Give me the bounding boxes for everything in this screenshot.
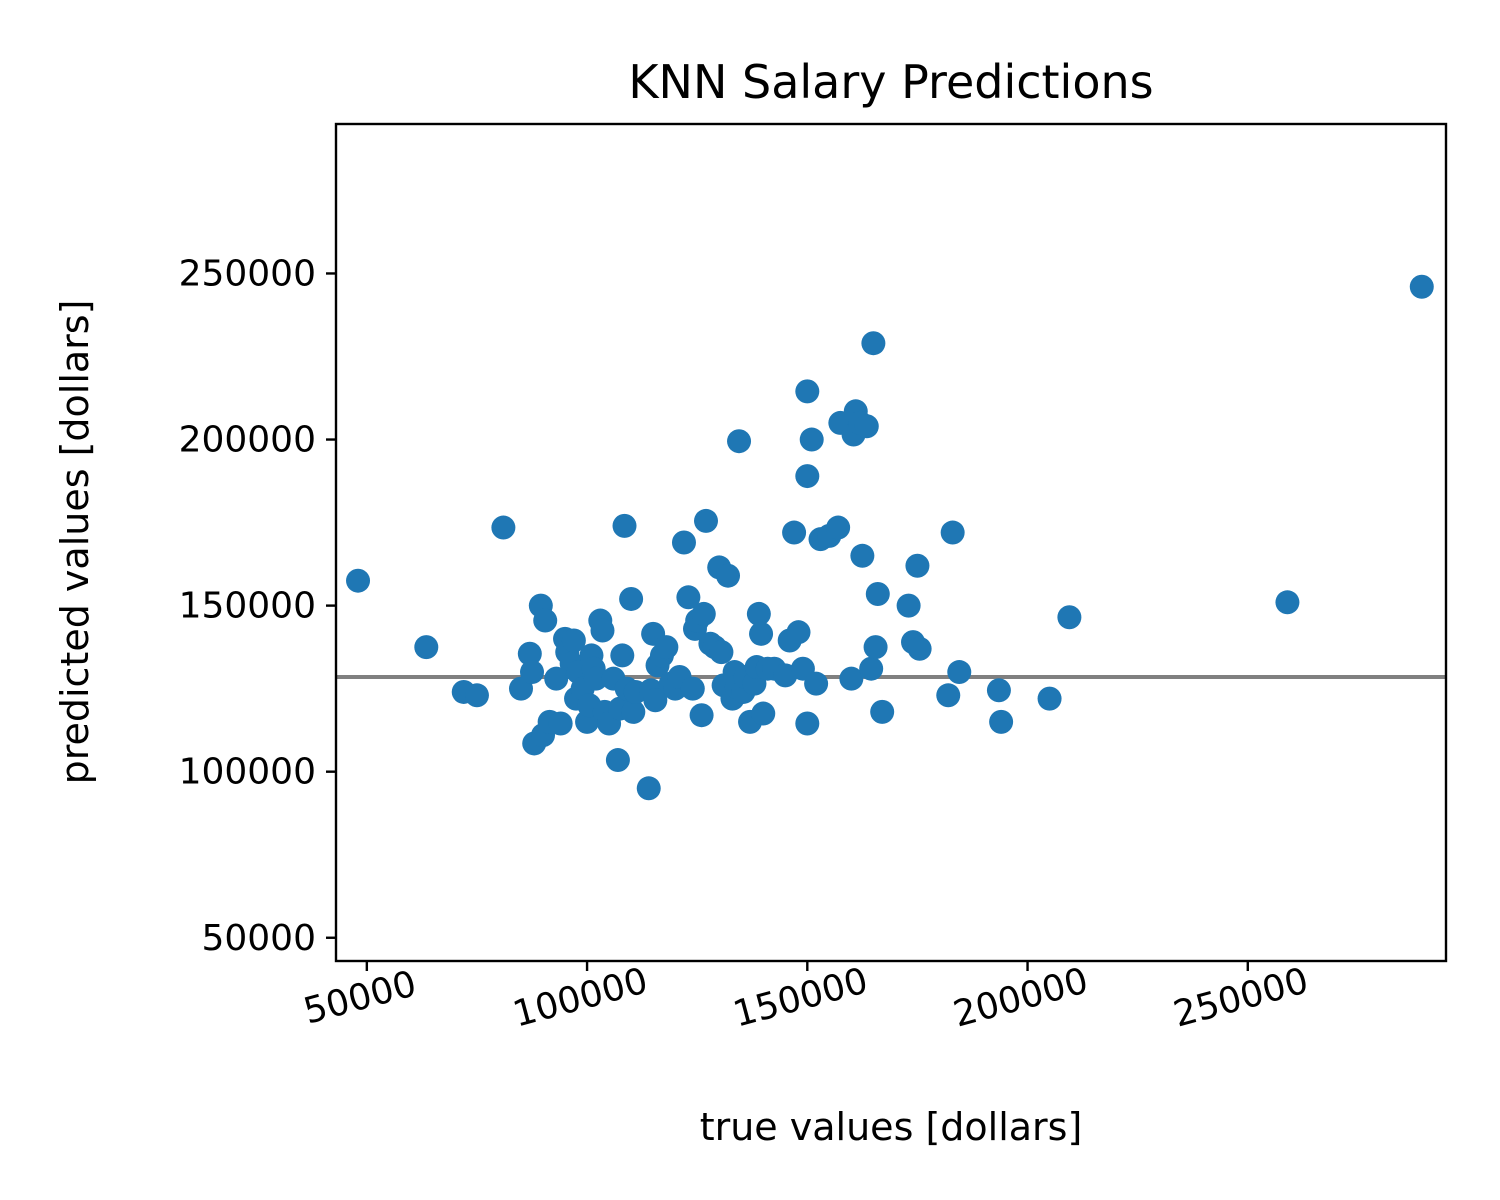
scatter-point (826, 515, 851, 540)
x-axis-ticks: 50000 100000 150000 200000 250000 (300, 960, 1313, 1035)
scatter-point (865, 581, 890, 606)
scatter-point (1409, 274, 1434, 299)
y-tick-label: 100000 (179, 752, 316, 793)
scatter-point (491, 515, 516, 540)
scatter-point (464, 683, 489, 708)
scatter-point (936, 683, 961, 708)
scatter-point (850, 543, 875, 568)
scatter-point (544, 666, 569, 691)
scatter-point (709, 640, 734, 665)
x-tick-label: 100000 (509, 960, 652, 1035)
scatter-point (1275, 590, 1300, 615)
scatter-point (694, 508, 718, 533)
scatter-point (346, 568, 371, 593)
scatter-point (804, 671, 829, 696)
plot-frame (334, 122, 1448, 963)
scatter-point (861, 331, 886, 356)
y-tick-label: 150000 (179, 586, 316, 627)
scatter-point (940, 520, 965, 545)
scatter-point (610, 643, 635, 668)
y-tick-label: 200000 (179, 420, 316, 461)
scatter-point (619, 586, 644, 611)
y-axis-ticks: 50000 100000 150000 200000 250000 (179, 253, 336, 959)
scatter-point (989, 709, 1014, 734)
y-tick-label: 250000 (179, 253, 316, 294)
scatter-point (907, 636, 932, 661)
scatter-point (583, 666, 608, 691)
scatter-point (636, 776, 661, 801)
scatter-point (548, 711, 573, 736)
scatter-point (795, 711, 820, 736)
scatter-point (786, 620, 811, 645)
scatter-point (859, 656, 884, 681)
scatter-point (612, 513, 637, 538)
x-axis-title: true values [dollars] (700, 1105, 1083, 1149)
scatter-point (795, 379, 820, 404)
scatter-point (689, 703, 714, 728)
scatter-point (746, 601, 771, 626)
scatter-point (854, 414, 879, 439)
scatter-point (643, 688, 668, 713)
x-tick-label: 150000 (729, 960, 872, 1035)
scatter-point (947, 660, 972, 685)
scatter-point (905, 553, 930, 578)
scatter-point (749, 621, 774, 646)
scatter-point (839, 666, 864, 691)
chart-title: KNN Salary Predictions (628, 55, 1153, 109)
scatter-point (414, 635, 439, 660)
scatter-point (1037, 686, 1062, 711)
scatter-point (590, 618, 615, 643)
scatter-point (621, 699, 646, 724)
scatter-points (346, 274, 1434, 801)
scatter-point (799, 427, 824, 452)
scatter-point (533, 608, 558, 633)
scatter-point (676, 585, 701, 610)
scatter-point (896, 593, 921, 618)
scatter-point (1057, 605, 1082, 630)
x-tick-label: 200000 (949, 960, 1092, 1035)
scatter-point (863, 635, 888, 660)
scatter-point (517, 641, 542, 666)
scatter-point (654, 635, 679, 660)
x-tick-label: 250000 (1169, 960, 1312, 1035)
scatter-point (691, 601, 716, 626)
x-tick-label: 50000 (300, 963, 421, 1032)
scatter-point (795, 464, 820, 489)
scatter-point (605, 748, 630, 773)
scatter-point (671, 530, 696, 555)
y-axis-title: predicted values [dollars] (53, 300, 97, 785)
scatter-point (561, 628, 586, 653)
scatter-point (680, 676, 705, 701)
scatter-point (751, 701, 776, 726)
scatter-point (782, 520, 807, 545)
y-tick-label: 50000 (201, 918, 316, 959)
scatter-point (520, 660, 545, 685)
scatter-point (727, 429, 752, 454)
scatter-point (716, 563, 741, 588)
scatter-point (986, 678, 1011, 703)
scatter-point (870, 699, 895, 724)
